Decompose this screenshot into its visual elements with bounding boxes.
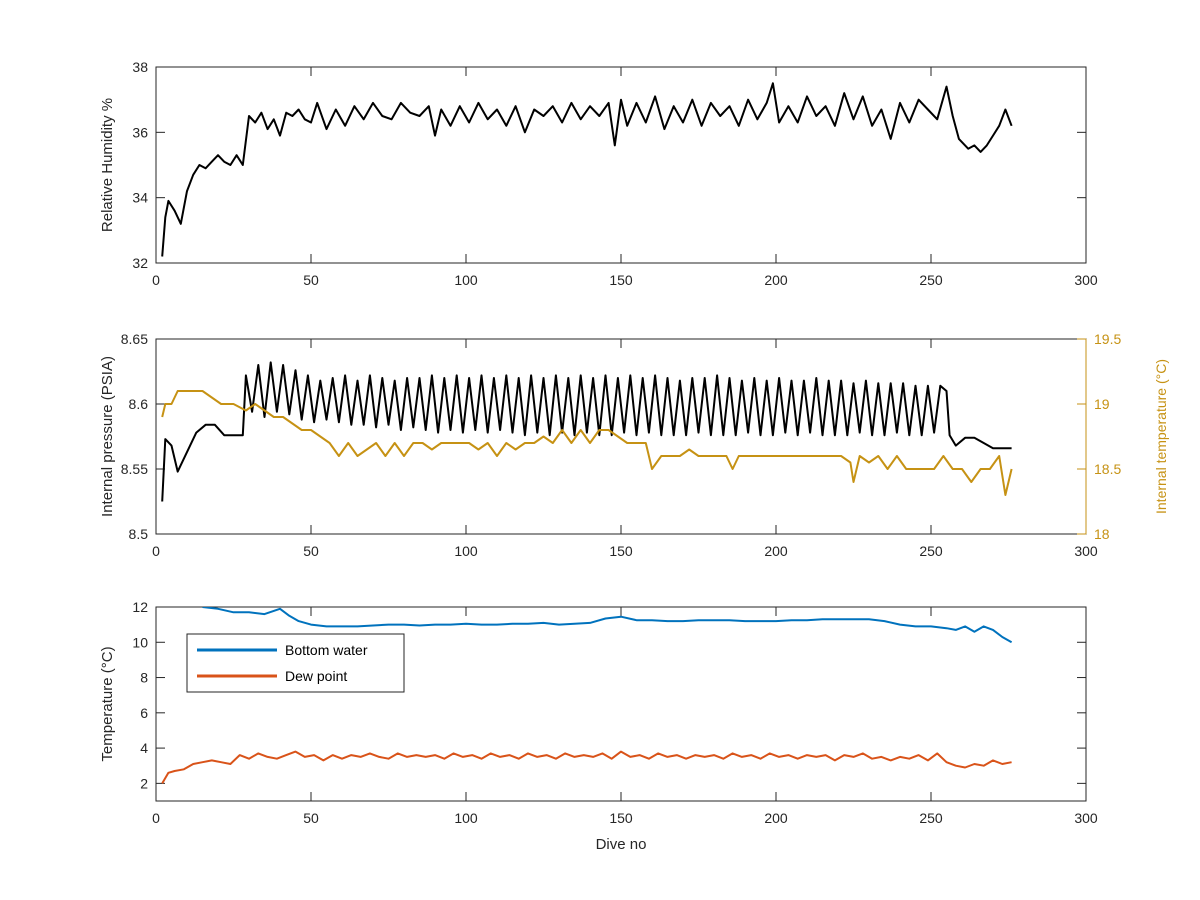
y-tick-label: 8.65 [121,331,148,347]
y-tick-label: 8.5 [129,526,149,542]
y-right-tick-label: 19 [1094,396,1110,412]
legend-label: Bottom water [285,642,368,658]
x-tick-label: 200 [764,810,788,826]
x-tick-label: 150 [609,543,633,559]
x-tick-label: 150 [609,272,633,288]
x-tick-label: 200 [764,272,788,288]
x-tick-label: 0 [152,272,160,288]
x-tick-label: 300 [1074,272,1098,288]
series-line-dew-point [161,750,1012,784]
plot-area [155,66,1087,264]
y-tick-label: 6 [140,705,148,721]
y-right-axis-label: Internal temperature (°C) [1153,359,1169,514]
x-tick-label: 250 [919,543,943,559]
plot-area [155,338,1087,535]
x-tick-label: 250 [919,810,943,826]
y-right-tick-label: 18 [1094,526,1110,542]
x-tick-label: 100 [454,272,478,288]
x-tick-label: 50 [303,272,319,288]
y-tick-label: 2 [140,775,148,791]
y-tick-label: 8.6 [129,396,149,412]
x-tick-label: 250 [919,272,943,288]
y-tick-label: 38 [132,59,148,75]
x-tick-label: 300 [1074,810,1098,826]
subplot-1: 0 50 100 150 200 250 300 32 34 36 38 Relative Humid… [99,59,1098,288]
x-tick-label: 200 [764,543,788,559]
x-tick-label: 0 [152,810,160,826]
y-axis-label: Temperature (°C) [99,646,116,761]
legend-label: Dew point [285,668,347,684]
y-right-tick-label: 18.5 [1094,461,1121,477]
subplot-3: 0 50 100 150 200 250 300 2 4 6 8 10 12 Temperature (°… [99,599,1098,853]
subplot-2: 0 50 100 150 200 250 300 8.5 8.55 8.6 8.65 18 18.5 19… [99,331,1169,559]
y-tick-label: 8 [140,670,148,686]
x-tick-label: 100 [454,810,478,826]
y-tick-label: 8.55 [121,461,148,477]
x-tick-label: 50 [303,543,319,559]
x-tick-label: 100 [454,543,478,559]
y-tick-label: 10 [132,634,148,650]
y-right-tick-label: 19.5 [1094,331,1121,347]
y-axis-label: Relative Humidity % [99,98,116,232]
y-tick-label: 36 [132,124,148,140]
series-line-2 [161,390,1013,496]
y-tick-label: 34 [132,190,148,206]
series-line-1 [161,361,1012,502]
y-tick-label: 32 [132,255,148,271]
x-tick-label: 0 [152,543,160,559]
x-tick-label: 150 [609,810,633,826]
legend-box [186,633,405,693]
x-axis-label: Dive no [596,836,647,853]
x-tick-label: 300 [1074,543,1098,559]
y-tick-label: 12 [132,599,148,615]
series-line-bottom-water [202,607,1013,644]
y-tick-label: 4 [140,740,148,756]
y-axis-label: Internal pressure (PSIA) [99,356,116,517]
series-line-1 [161,82,1013,257]
x-tick-label: 50 [303,810,319,826]
legend: Bottom water Dew point [186,633,405,693]
